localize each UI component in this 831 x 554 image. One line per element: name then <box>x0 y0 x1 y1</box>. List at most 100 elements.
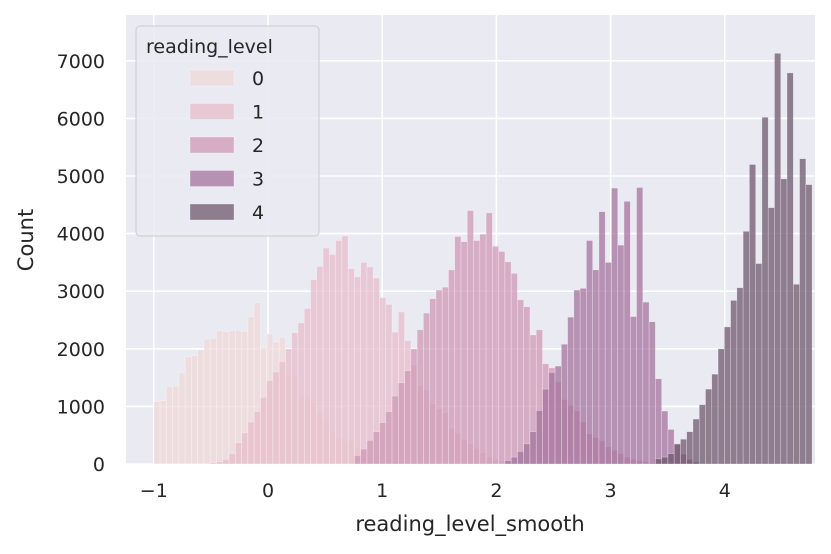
bar-series-2 <box>473 240 481 465</box>
bar-series-3 <box>611 187 619 465</box>
legend-title: reading_level <box>146 36 273 58</box>
bar-series-1 <box>235 442 242 465</box>
x-axis-label: reading_level_smooth <box>355 512 584 537</box>
bar-series-3 <box>567 316 575 465</box>
bar-series-0 <box>216 330 224 465</box>
bar-series-2 <box>441 286 449 465</box>
bar-series-3 <box>517 451 525 465</box>
bar-series-2 <box>517 299 525 465</box>
bar-series-3 <box>648 321 656 465</box>
bar-series-1 <box>291 332 299 465</box>
bar-series-0 <box>203 338 211 465</box>
bar-series-3 <box>592 269 600 465</box>
legend-swatch-3 <box>189 170 235 187</box>
bar-series-2 <box>448 269 456 465</box>
bar-series-0 <box>166 386 173 465</box>
bar-series-3 <box>655 378 662 465</box>
bar-series-2 <box>504 261 512 465</box>
bar-series-1 <box>253 411 261 465</box>
bar-series-2 <box>466 210 474 465</box>
bar-series-0 <box>172 385 180 465</box>
bar-series-1 <box>341 235 349 465</box>
bar-series-0 <box>191 355 198 465</box>
legend-label-3: 3 <box>252 169 264 191</box>
bar-series-0 <box>209 338 217 465</box>
bar-series-3 <box>661 410 669 465</box>
bar-series-2 <box>354 455 361 465</box>
bar-series-0 <box>153 401 161 465</box>
x-tick-label: 4 <box>719 480 731 502</box>
bar-series-3 <box>642 301 650 465</box>
bar-series-4 <box>667 453 675 465</box>
bar-series-1 <box>316 266 324 465</box>
legend-swatch-0 <box>189 69 235 87</box>
bar-series-2 <box>416 329 424 465</box>
bar-series-4 <box>711 373 719 465</box>
bar-series-4 <box>799 158 807 465</box>
bar-series-0 <box>184 356 192 465</box>
bar-series-3 <box>523 443 531 465</box>
bar-series-4 <box>705 388 713 465</box>
legend-label-4: 4 <box>252 202 264 224</box>
bar-series-2 <box>372 431 380 465</box>
y-tick-label: 1000 <box>57 396 105 418</box>
bar-series-2 <box>429 298 437 465</box>
bar-series-2 <box>435 289 443 465</box>
legend-swatch-1 <box>189 103 235 120</box>
bar-series-4 <box>686 431 694 465</box>
bar-series-3 <box>636 187 644 465</box>
bar-series-2 <box>366 440 374 465</box>
y-tick-label: 3000 <box>57 281 105 303</box>
y-axis-label: Count <box>14 209 38 271</box>
bar-series-0 <box>159 400 167 465</box>
legend-label-1: 1 <box>252 102 264 124</box>
bar-series-2 <box>404 370 412 465</box>
bar-series-2 <box>423 312 430 465</box>
bar-series-0 <box>178 372 186 465</box>
bar-series-1 <box>228 453 236 465</box>
bar-series-1 <box>272 371 280 465</box>
x-tick-labels: −1 0 1 2 3 4 <box>140 480 731 502</box>
bar-series-4 <box>742 231 750 465</box>
bar-series-3 <box>554 365 562 465</box>
x-tick-label: −1 <box>140 480 168 502</box>
bar-series-1 <box>247 421 255 465</box>
bar-series-4 <box>749 164 756 465</box>
bar-series-4 <box>717 348 725 465</box>
bar-series-4 <box>780 178 788 465</box>
bar-series-4 <box>724 326 731 465</box>
bar-series-3 <box>629 316 637 465</box>
bar-series-2 <box>379 422 387 465</box>
bar-series-3 <box>598 211 606 465</box>
bar-series-4 <box>792 283 800 465</box>
bar-series-4 <box>767 207 775 465</box>
bar-series-4 <box>736 287 744 465</box>
bar-series-2 <box>485 212 493 465</box>
y-tick-label: 7000 <box>57 51 105 73</box>
bar-series-3 <box>586 240 593 465</box>
y-tick-label: 0 <box>93 454 105 476</box>
x-tick-label: 0 <box>262 480 274 502</box>
bar-series-1 <box>241 432 249 465</box>
bar-series-4 <box>680 438 688 465</box>
bar-series-1 <box>310 279 318 465</box>
bar-series-2 <box>410 348 418 465</box>
bar-series-1 <box>354 276 361 465</box>
bar-series-2 <box>391 395 399 465</box>
y-tick-label: 5000 <box>57 166 105 188</box>
bar-series-4 <box>655 458 662 465</box>
bar-series-1 <box>360 262 368 465</box>
bar-series-1 <box>322 247 330 465</box>
bar-series-3 <box>573 289 581 465</box>
bar-series-3 <box>604 262 612 465</box>
x-tick-label: 1 <box>376 480 388 502</box>
x-tick-label: 2 <box>490 480 502 502</box>
bar-series-3 <box>542 388 550 465</box>
bar-series-0 <box>228 330 236 465</box>
bar-series-2 <box>360 448 368 465</box>
bar-series-4 <box>755 263 763 465</box>
legend: reading_level 0 1 2 3 4 <box>135 25 320 237</box>
bar-series-3 <box>561 343 568 465</box>
y-tick-label: 4000 <box>57 224 105 246</box>
bar-series-3 <box>579 288 587 465</box>
